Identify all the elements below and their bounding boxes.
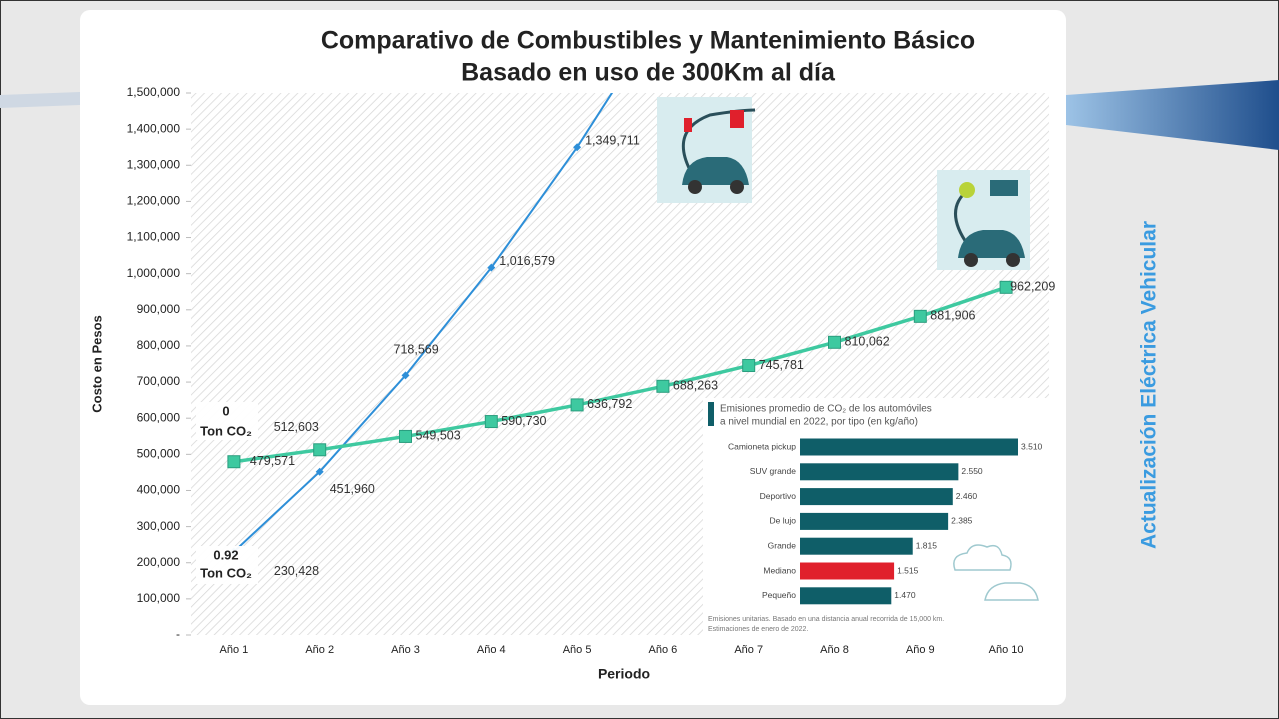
- slide: Comparativo de Combustibles y Mantenimie…: [0, 0, 1279, 719]
- bar-category: SUV grande: [750, 466, 797, 476]
- data-label: 1,016,579: [499, 254, 555, 268]
- annotation-value: 0.92: [213, 547, 238, 562]
- marker: [314, 444, 326, 456]
- x-tick-label: Año 9: [906, 644, 935, 656]
- marker: [400, 430, 412, 442]
- y-tick-label: 1,200,000: [127, 194, 181, 208]
- y-tick-label: 1,400,000: [127, 121, 181, 135]
- bar: [800, 439, 1018, 456]
- marker: [829, 336, 841, 348]
- x-tick-label: Año 4: [477, 644, 506, 656]
- chart-title: Comparativo de Combustibles y Mantenimie…: [321, 27, 975, 55]
- y-tick-label: 800,000: [137, 338, 181, 352]
- y-tick-label: 200,000: [137, 555, 181, 569]
- bar-value-label: 1.515: [897, 565, 919, 575]
- x-tick-label: Año 6: [649, 644, 678, 656]
- bar-value-label: 2.385: [951, 516, 973, 526]
- inset-subtitle: a nivel mundial en 2022, por tipo (en kg…: [720, 417, 918, 428]
- inset-title-marker: [708, 402, 714, 426]
- y-tick-label: 400,000: [137, 483, 181, 497]
- bar-category: Grande: [768, 540, 797, 550]
- data-label: 590,730: [501, 414, 546, 428]
- data-label: 810,062: [845, 335, 890, 349]
- annotation-unit: Ton CO₂: [200, 565, 252, 580]
- ev-icon: [937, 170, 1030, 270]
- data-label: 512,603: [274, 420, 319, 434]
- bar-value-label: 2.460: [956, 491, 978, 501]
- y-tick-label: 900,000: [137, 302, 181, 316]
- data-label: 745,781: [759, 358, 804, 372]
- y-tick-label: 600,000: [137, 410, 181, 424]
- data-label: 549,503: [416, 429, 461, 443]
- x-tick-label: Año 8: [820, 644, 849, 656]
- bar: [800, 587, 891, 604]
- annotation-value: 0: [222, 403, 229, 418]
- bar: [800, 538, 913, 555]
- y-tick-label: 1,000,000: [127, 266, 181, 280]
- data-label: 688,263: [673, 379, 718, 393]
- data-label: 718,569: [394, 343, 439, 357]
- x-axis-label: Periodo: [598, 666, 650, 682]
- bar-category: Deportivo: [760, 491, 797, 501]
- inset-title: Emisiones promedio de CO₂ de los automóv…: [720, 404, 932, 415]
- bar-value-label: 3.510: [1021, 441, 1043, 451]
- x-tick-label: Año 5: [563, 644, 592, 656]
- inset-note: Emisiones unitarias. Basado en una dista…: [708, 616, 944, 623]
- annotation-unit: Ton CO₂: [200, 423, 252, 438]
- bar: [800, 513, 948, 530]
- data-label: 451,960: [330, 482, 375, 496]
- inset-note: Estimaciones de enero de 2022.: [708, 626, 808, 633]
- bar-category: Camioneta pickup: [728, 441, 796, 451]
- x-tick-label: Año 7: [734, 644, 763, 656]
- data-label: 1,349,711: [585, 134, 640, 148]
- y-axis-label: Costo en Pesos: [89, 315, 104, 413]
- data-label: 230,428: [274, 564, 319, 578]
- bar-value-label: 1.470: [894, 590, 916, 600]
- ev-icon: [657, 97, 755, 203]
- data-label: 636,792: [587, 397, 632, 411]
- marker: [228, 456, 240, 468]
- data-label: 479,571: [250, 454, 295, 468]
- bar-category: De lujo: [770, 516, 797, 526]
- chart-subtitle: Basado en uso de 300Km al día: [461, 59, 836, 87]
- bar: [800, 563, 894, 580]
- marker: [485, 416, 497, 428]
- side-title: Actualización Eléctrica Vehicular: [1138, 221, 1161, 549]
- y-tick-label: 500,000: [137, 447, 181, 461]
- x-tick-label: Año 2: [305, 644, 334, 656]
- y-tick-label: 1,100,000: [127, 230, 181, 244]
- y-tick-label: 700,000: [137, 374, 181, 388]
- bar-category: Mediano: [763, 565, 796, 575]
- bar-value-label: 2.550: [961, 466, 983, 476]
- marker: [914, 310, 926, 322]
- y-tick-label: -: [176, 627, 180, 641]
- y-tick-label: 300,000: [137, 519, 181, 533]
- y-tick-label: 1,300,000: [127, 157, 181, 171]
- marker: [571, 399, 583, 411]
- x-tick-label: Año 3: [391, 644, 420, 656]
- bar: [800, 463, 958, 480]
- y-tick-label: 100,000: [137, 591, 181, 605]
- bar: [800, 488, 953, 505]
- bar-value-label: 1.815: [916, 540, 938, 550]
- bar-category: Pequeño: [762, 590, 796, 600]
- data-label: 881,906: [930, 309, 975, 323]
- x-tick-label: Año 1: [220, 644, 249, 656]
- data-label: 962,209: [1010, 280, 1055, 294]
- x-tick-label: Año 10: [989, 644, 1024, 656]
- marker: [657, 380, 669, 392]
- marker: [743, 360, 755, 372]
- y-tick-label: 1,500,000: [127, 85, 181, 99]
